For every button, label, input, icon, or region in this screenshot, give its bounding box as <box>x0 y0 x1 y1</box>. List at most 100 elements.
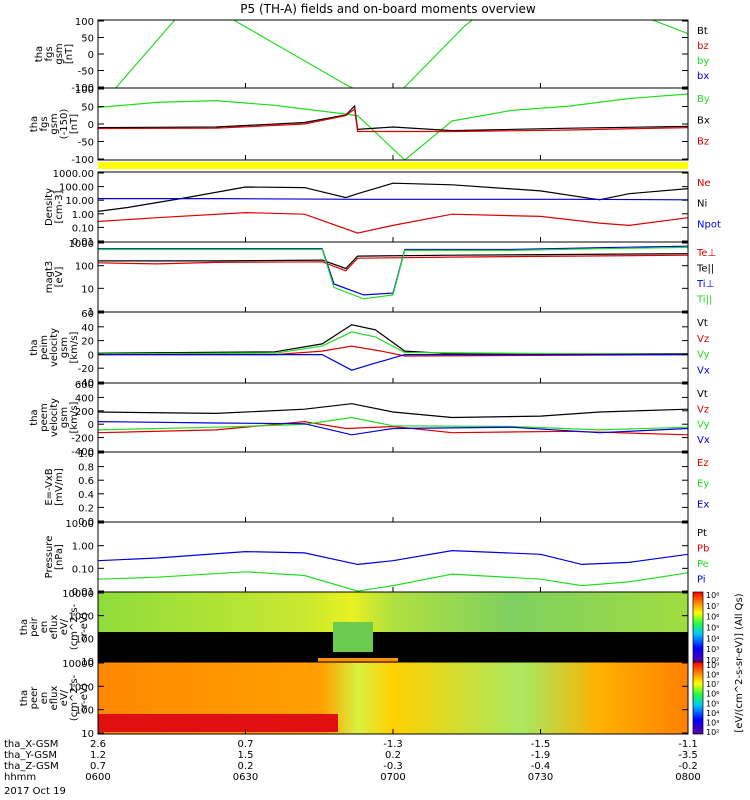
y-tick-label: 100 <box>75 85 94 96</box>
panel-3: Ne Ni Npot 1000.00 100.00 10.00 1.00 0.10 0.01 De… <box>44 169 721 248</box>
series-line-vx <box>98 354 688 371</box>
x-row-label: tha_Z-GSM <box>4 761 59 772</box>
panel-6: Vt Vz Vy Vx 600 400 200 0 -200 -400 tha peem velocit… <box>29 380 710 458</box>
y-tick-label: 10000 <box>62 589 94 600</box>
x-tick-value: -3.5 <box>678 750 698 761</box>
series-line-ti <box>98 246 688 300</box>
y-axis-label: Density <box>44 188 55 226</box>
x-tick-value: 0630 <box>233 772 258 783</box>
x-row-label: hhmm <box>4 772 36 783</box>
y-tick-label: 0.0 <box>78 517 94 528</box>
y-axis-label: [nT] <box>69 114 80 134</box>
y-axis-label: (cm^2-s- <box>69 603 80 650</box>
x-tick-value: -1.5 <box>531 739 551 750</box>
legend-pi: Pi <box>697 575 706 586</box>
panel-8: Pt Pb Pe Pi 10.00 1.00 0.10 0.01 Pressure [nPa] <box>44 519 709 598</box>
y-tick-label: 0.8 <box>78 463 94 474</box>
y-axis-label: tha <box>29 116 40 132</box>
y-tick-label: 1.00 <box>72 542 94 553</box>
colorbar-tick-label: 10³ <box>706 645 719 654</box>
y-axis-label: eV/ <box>59 618 70 635</box>
series-line-bx <box>98 104 688 132</box>
x-tick-value: 2.6 <box>90 739 106 750</box>
y-axis-label: (-150) <box>59 109 70 140</box>
legend-pe: Pe <box>697 559 709 570</box>
heatmap-hotspot <box>333 622 373 652</box>
series-line-pi <box>98 549 688 566</box>
colorbar-tick-label: 10⁸ <box>706 671 719 680</box>
colorbar <box>692 661 704 735</box>
legend-te: Te|| <box>696 264 714 275</box>
y-axis-label: [eV] <box>54 267 65 288</box>
y-tick-label: 60 <box>81 309 94 320</box>
x-tick-value: 1.2 <box>90 750 106 761</box>
colorbar-tick-label: 10² <box>706 656 719 665</box>
colorbar-tick-label: 10⁷ <box>706 602 719 611</box>
y-tick-label: 1000.00 <box>53 169 94 180</box>
y-tick-label: -20 <box>78 364 94 375</box>
y-axis-label: (cm^2-s- <box>69 674 80 721</box>
y-tick-label: 1.00 <box>72 210 94 221</box>
y-axis-label: sr-eV) <box>79 612 90 641</box>
legend-vy: Vy <box>697 420 710 431</box>
y-tick-label: 50 <box>81 34 94 45</box>
colorbar-tick-label: 10³ <box>706 718 719 727</box>
colorbar-label: [eV/(cm^2-s-sr-eV)] (All Qs) <box>734 593 745 732</box>
y-axis-label: sr-eV) <box>79 683 90 712</box>
legend-pb: Pb <box>697 544 709 555</box>
heatmap-top-bar <box>318 658 398 663</box>
x-tick-value: -1.1 <box>678 739 698 750</box>
series-line-ti <box>98 245 688 296</box>
y-tick-label: 0.4 <box>78 490 94 501</box>
x-tick-value: 0.2 <box>238 761 254 772</box>
y-axis-label: fgs <box>44 46 55 61</box>
y-tick-label: 100 <box>75 262 94 273</box>
panel-frame <box>97 451 689 523</box>
heatmap-low-energy-band <box>98 714 338 732</box>
y-axis-label: peim <box>39 335 50 360</box>
y-tick-label: 10000 <box>62 659 94 670</box>
y-tick-label: 600 <box>75 380 94 391</box>
series-line-vz <box>98 420 688 436</box>
series-line-pe <box>98 571 688 592</box>
y-axis-label: velocity <box>49 398 60 437</box>
colorbar-tick-label: 10⁵ <box>706 624 719 633</box>
panel-frame <box>97 382 689 453</box>
legend-vx: Vx <box>697 365 710 376</box>
legend-ey: Ey <box>697 479 709 490</box>
x-tick-value: 0600 <box>85 772 110 783</box>
y-tick-label: 100 <box>75 634 94 645</box>
y-axis-label: tha <box>19 619 30 635</box>
y-tick-label: 1 <box>88 307 94 318</box>
legend-bz: Bz <box>697 137 709 148</box>
y-tick-label: 1.0 <box>78 449 94 460</box>
series-line-ne <box>98 182 688 212</box>
legend-bt: Bt <box>697 26 708 37</box>
legend-te: Te⊥ <box>696 248 716 259</box>
legend-ti: Ti⊥ <box>696 279 714 290</box>
y-tick-label: 10.00 <box>65 196 94 207</box>
y-tick-label: -100 <box>71 83 94 94</box>
y-axis-label: eflux <box>49 615 60 640</box>
y-axis-label: peir <box>29 616 40 636</box>
y-tick-label: 100 <box>75 17 94 28</box>
legend-npot: Npot <box>697 219 721 230</box>
series-line-ni <box>98 198 688 201</box>
y-tick-label: 0 <box>88 120 94 131</box>
panel-frame <box>97 311 689 384</box>
legend-bx: Bx <box>697 115 710 126</box>
y-tick-label: -100 <box>71 155 94 166</box>
panel-4: Te⊥ Te|| Ti⊥ Ti|| 1000 100 10 1 magt3 [eV] <box>44 239 716 318</box>
legend-ne: Ne <box>697 178 711 189</box>
panel-1: Bt bz by bx 100 50 0 -50 -100 tha fgs gsm [nT] <box>34 17 709 94</box>
y-axis-label: eflux <box>49 686 60 711</box>
colorbar-tick-label: 10⁷ <box>706 680 719 689</box>
panel-frame <box>97 241 689 313</box>
y-tick-label: 0.6 <box>78 476 94 487</box>
series-line-vx <box>98 421 688 436</box>
y-axis-label: tha <box>34 46 45 62</box>
y-tick-label: 10.00 <box>65 519 94 530</box>
